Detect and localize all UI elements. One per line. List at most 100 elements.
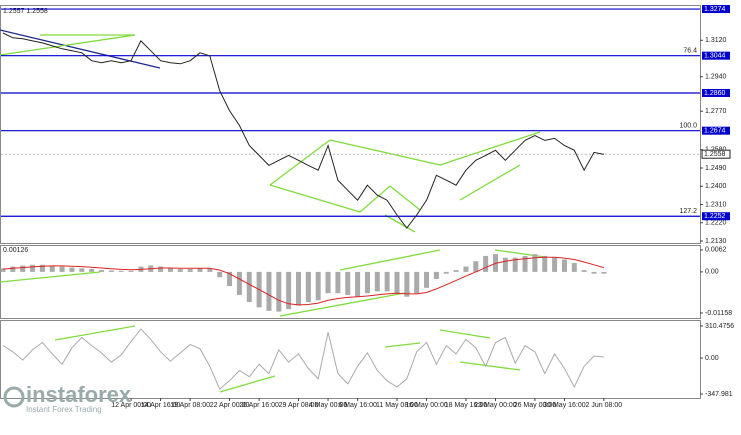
trend-line <box>0 271 101 283</box>
y-tick-label: 0.00 <box>705 355 719 362</box>
level-label: 1.3044 <box>704 53 726 60</box>
line <box>2 328 604 390</box>
histogram-bar <box>246 271 252 303</box>
watermark: instaforex Instant Forex Trading <box>3 382 132 414</box>
histogram-bar <box>207 268 213 272</box>
y-tick-label: -0.01158 <box>705 310 732 317</box>
trend-line <box>269 184 361 213</box>
histogram-bar <box>217 271 223 278</box>
macd-title: 0.00126 <box>3 247 28 254</box>
marks: 1.31201.29401.27701.25801.24901.24001.23… <box>0 5 734 409</box>
histogram-bar <box>89 269 95 272</box>
histogram-bar <box>463 266 469 272</box>
last-price-label: 1.2558 <box>704 151 726 158</box>
histogram-bar <box>453 270 459 272</box>
histogram-bar <box>364 271 370 294</box>
histogram-bar <box>99 270 104 272</box>
histogram-bar <box>167 268 173 272</box>
histogram-bar <box>266 271 272 311</box>
histogram-bar <box>433 271 439 279</box>
y-tick-label: 1.2770 <box>705 108 727 115</box>
histogram-bar <box>591 271 597 274</box>
histogram-bar <box>601 271 607 274</box>
y-tick-label: 1.2220 <box>705 220 727 227</box>
x-tick-label: 29 Apr 08:00 <box>279 402 319 409</box>
trend-line <box>0 34 136 56</box>
x-tick-label: 11 May 08:00 <box>376 402 418 409</box>
trend-line <box>0 29 161 69</box>
histogram-bar <box>315 271 321 301</box>
histogram-bar <box>561 259 567 272</box>
y-tick-label: 0.0062 <box>705 247 727 254</box>
histogram-bar <box>197 268 203 272</box>
x-tick-label: 19 Apr 08:00 <box>170 402 210 409</box>
histogram-bar <box>552 257 558 272</box>
histogram-bar <box>39 264 45 272</box>
trend-line <box>359 185 391 213</box>
histogram-bar <box>118 270 124 272</box>
histogram-bar <box>335 271 341 294</box>
level-label: 1.3274 <box>704 6 726 13</box>
histogram-bar <box>502 257 508 272</box>
header: 1.2557 1.2558 <box>3 8 48 15</box>
histogram-bar <box>49 265 55 272</box>
logo <box>3 386 25 408</box>
histogram-bar <box>286 271 292 310</box>
histogram-bar <box>30 264 36 272</box>
level-box <box>702 51 730 60</box>
histogram-bar <box>227 271 233 287</box>
fib-label: 76.4 <box>683 48 697 55</box>
watermark-tagline: Instant Forex Trading <box>26 405 102 414</box>
trend-line <box>384 214 416 233</box>
level-box <box>702 126 730 135</box>
histogram-bar <box>128 270 134 272</box>
x-tick-label: 23 May 00:00 <box>474 402 517 409</box>
trend-line <box>439 131 541 166</box>
x-tick-label: 2 Jun 08:00 <box>586 402 623 409</box>
trend-lines <box>0 29 546 393</box>
histogram-bar <box>236 271 242 295</box>
histogram-bar <box>581 270 587 272</box>
x-tick-label: 26 May 00:00 <box>514 402 557 409</box>
histogram-bar <box>79 268 85 272</box>
fib-label: 127.2 <box>679 208 697 215</box>
histogram-bar <box>443 271 449 274</box>
x-tick-label: 18 May 16:00 <box>445 402 488 409</box>
x-tick-label: 4 May 00:00 <box>309 402 348 409</box>
y-tick-label: 1.2310 <box>705 201 727 208</box>
x-tick-label: 14 Apr 16:00 <box>141 402 181 409</box>
trend-line <box>339 249 441 271</box>
histogram-bar <box>69 267 75 272</box>
x-tick-label: 6 May 16:00 <box>338 402 377 409</box>
fib-label: 100.0 <box>679 123 697 130</box>
histogram-bar <box>187 269 193 272</box>
level-label: 1.2674 <box>704 128 726 135</box>
y-tick-label: 1.2490 <box>705 165 727 172</box>
y-tick-label: 1.3120 <box>705 37 727 44</box>
histogram-bar <box>355 271 361 297</box>
y-tick-label: 1.2940 <box>705 74 727 81</box>
level-box <box>702 88 730 97</box>
histogram-bar <box>10 266 16 272</box>
level-label: 1.2860 <box>704 90 726 97</box>
cci-panel <box>0 320 701 399</box>
x-tick-label: 26 Apr 16:00 <box>239 402 279 409</box>
level-box <box>702 5 730 14</box>
histogram-bar <box>522 255 528 272</box>
histogram-bar <box>276 271 282 312</box>
trend-line <box>54 325 136 341</box>
y-tick-label: 1.2130 <box>705 238 727 245</box>
histogram-bar <box>0 268 6 272</box>
x-tick-label: 30 May 16:00 <box>543 402 586 409</box>
histogram-bar <box>571 263 577 272</box>
trend-line <box>389 185 421 211</box>
y-tick-label: -347.981 <box>705 391 733 398</box>
trend-line <box>329 139 441 166</box>
histogram-bar <box>473 261 479 272</box>
histogram-bar <box>158 266 164 272</box>
histogram-bar <box>512 257 518 272</box>
histogram-bar <box>542 255 548 272</box>
trend-line <box>269 139 331 186</box>
histogram-bar <box>394 271 400 294</box>
